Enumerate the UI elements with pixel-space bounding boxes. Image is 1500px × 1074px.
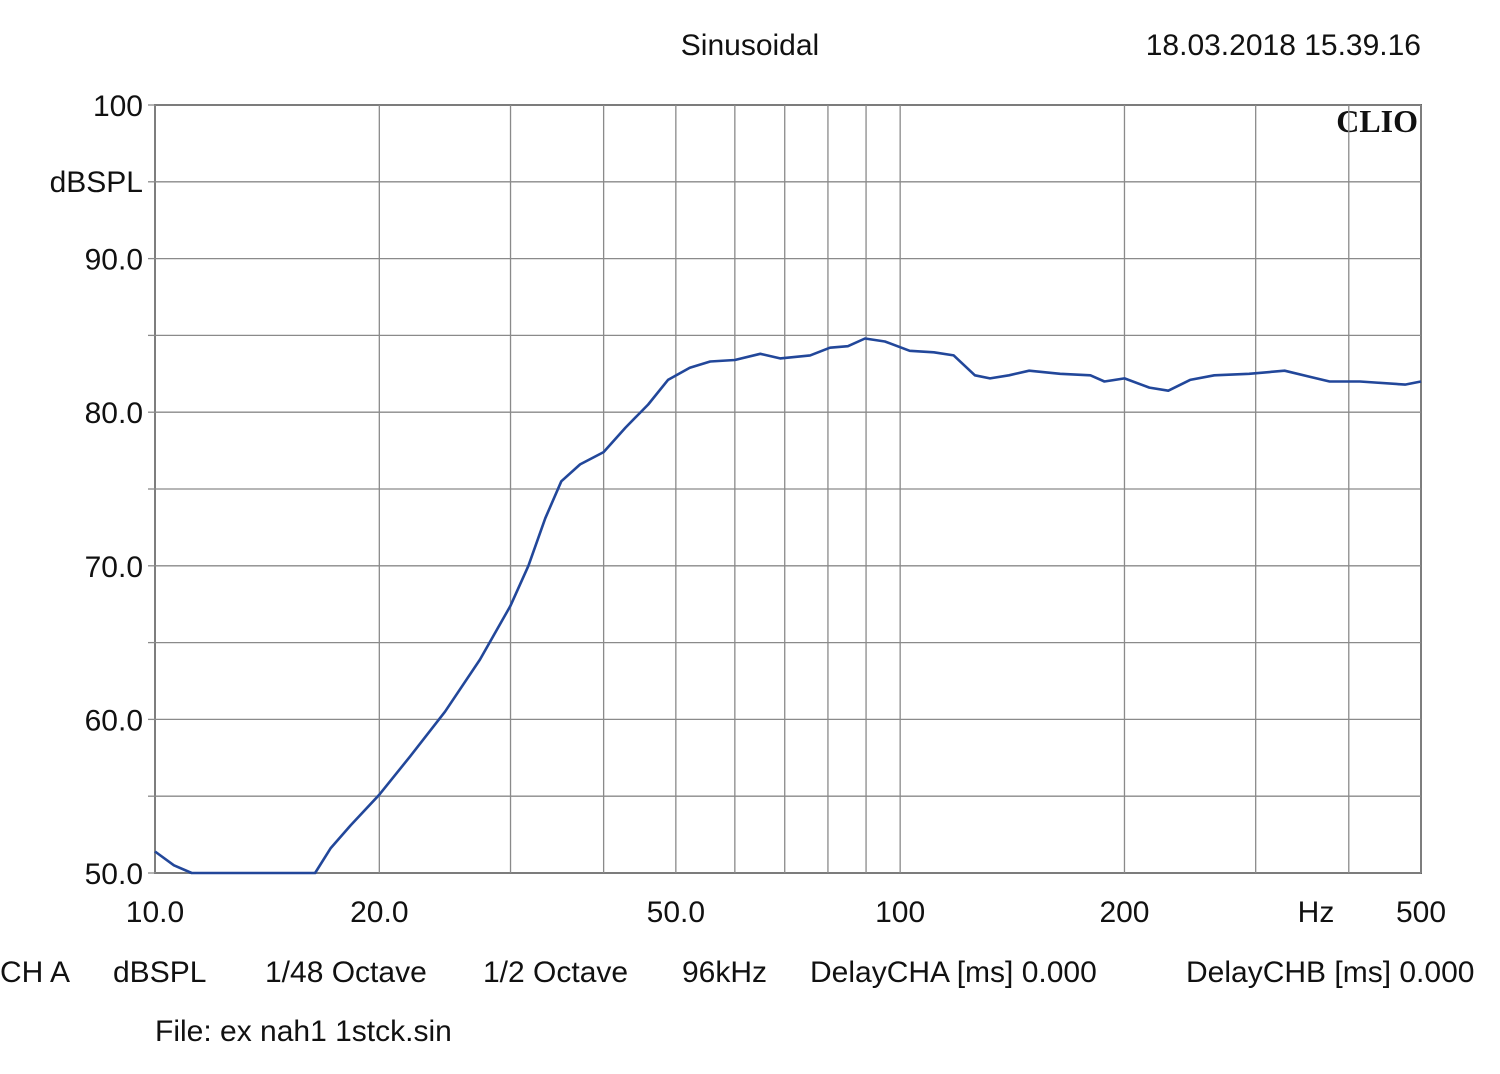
footer-item: 96kHz: [682, 956, 767, 989]
y-tick-label: 90.0: [85, 244, 143, 277]
footer-item: 1/48 Octave: [265, 956, 427, 989]
x-tick-label: 200: [1099, 896, 1149, 929]
y-tick-label: 50.0: [85, 858, 143, 891]
chart-title: Sinusoidal: [681, 29, 819, 62]
file-name: File: ex nah1 1stck.sin: [155, 1015, 452, 1048]
x-axis-label: Hz: [1298, 896, 1335, 929]
y-tick-label: 70.0: [85, 551, 143, 584]
x-tick-label: 500: [1396, 896, 1446, 929]
footer-item: DelayCHA [ms] 0.000: [810, 956, 1097, 989]
footer-item: DelayCHB [ms] 0.000: [1186, 956, 1474, 989]
timestamp: 18.03.2018 15.39.16: [1146, 29, 1421, 62]
footer-item: CH A: [0, 956, 70, 989]
x-tick-label: 50.0: [647, 896, 705, 929]
x-tick-label: 10.0: [126, 896, 184, 929]
footer-item: 1/2 Octave: [483, 956, 628, 989]
x-tick-label: 100: [875, 896, 925, 929]
data-line: [154, 337, 1422, 875]
y-axis-label: dBSPL: [50, 166, 143, 199]
x-tick-label: 20.0: [350, 896, 408, 929]
y-tick-label: 60.0: [85, 704, 143, 737]
y-tick-label: 100: [93, 90, 143, 123]
logo: CLIO: [1336, 103, 1418, 139]
footer-item: dBSPL: [113, 956, 206, 989]
y-tick-label: 80.0: [85, 397, 143, 430]
